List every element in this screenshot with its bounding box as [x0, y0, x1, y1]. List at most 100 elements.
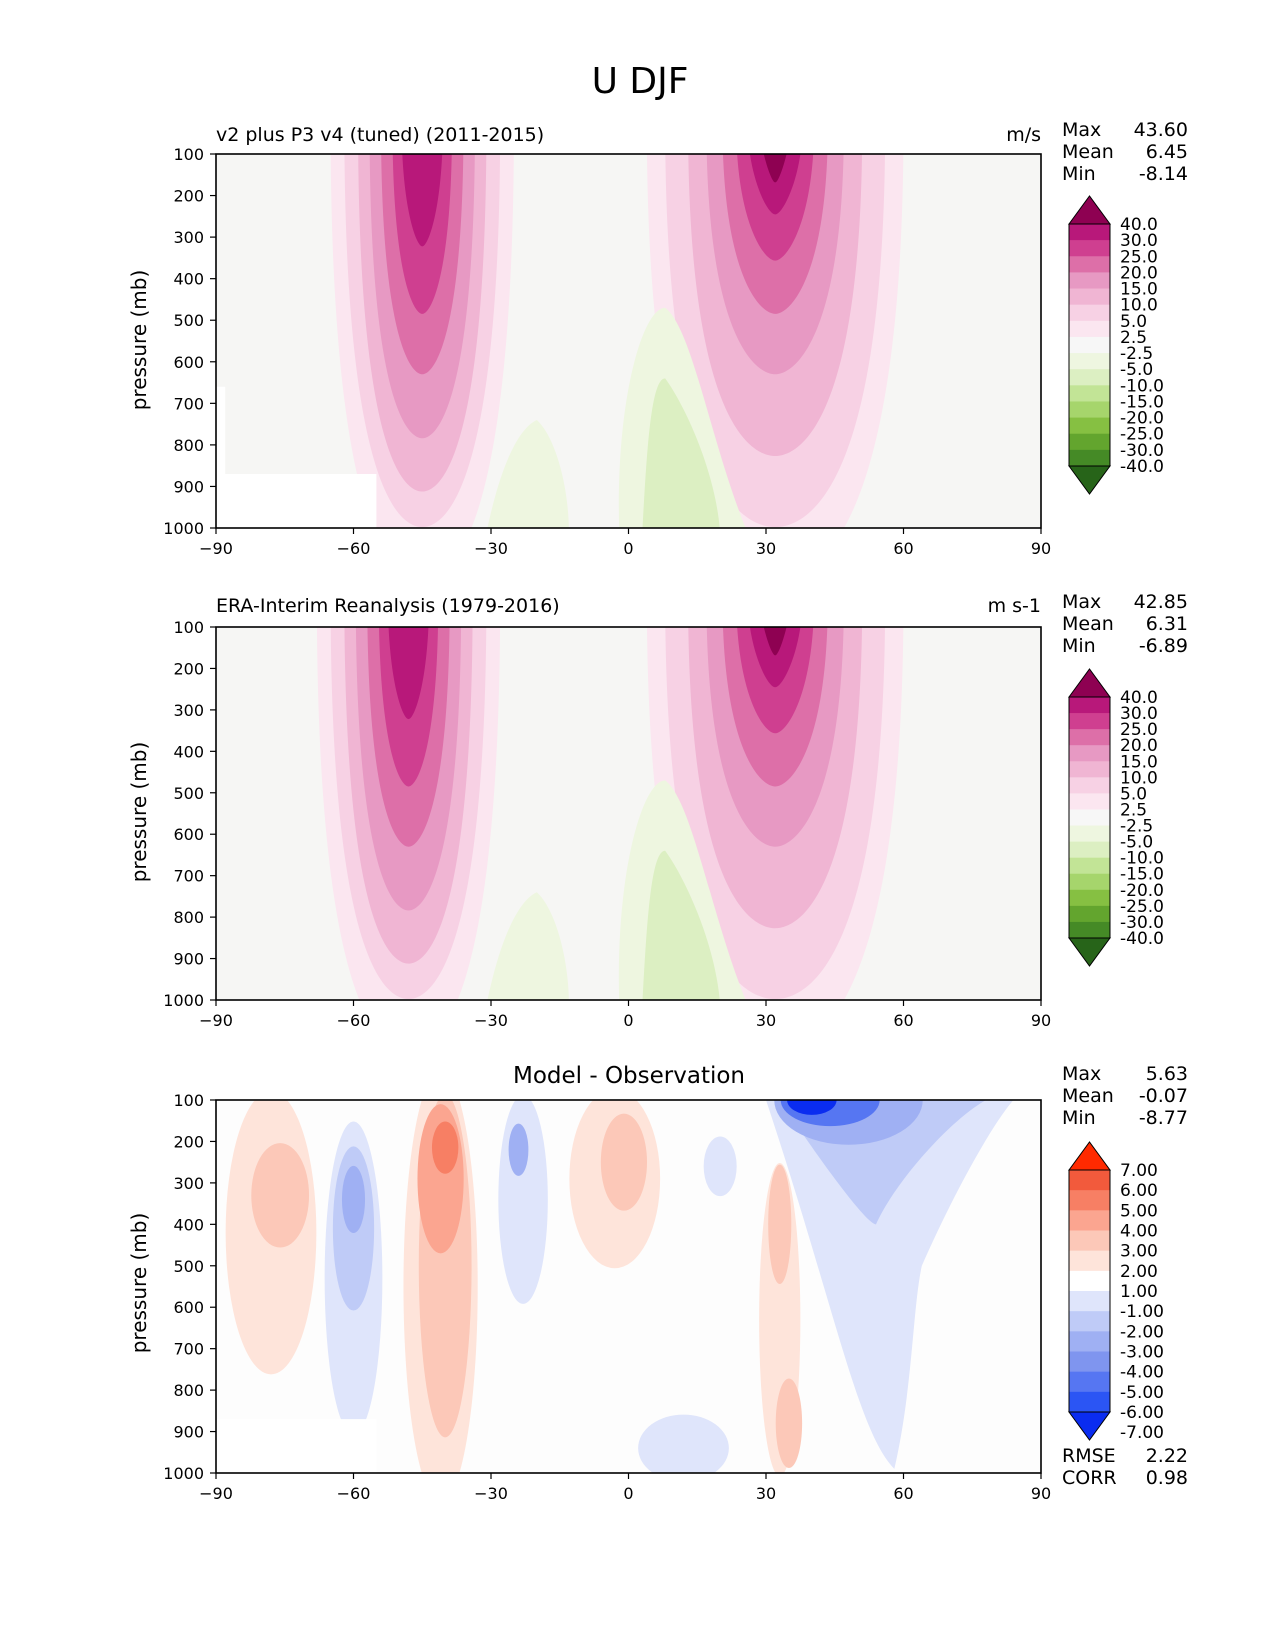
colorbar-max-extension — [1068, 668, 1111, 698]
y-tick-label: 100 — [173, 1091, 204, 1110]
y-tick-label: 100 — [173, 145, 204, 164]
y-tick-label: 600 — [173, 353, 204, 372]
stat-label: Max — [1062, 1063, 1101, 1085]
y-tick-label: 800 — [173, 1381, 204, 1400]
colorbar-segment — [1069, 304, 1110, 322]
y-tick-label: 300 — [173, 701, 204, 720]
colorbar-segment — [1069, 1351, 1110, 1373]
colorbar-segment — [1069, 1170, 1110, 1191]
colorbar-segment — [1069, 841, 1110, 859]
colorbar-segment — [1069, 921, 1110, 939]
stat-value: 6.31 — [1146, 613, 1188, 635]
colorbar-label: -5.0 — [1120, 360, 1153, 380]
stat-value: 5.63 — [1146, 1063, 1188, 1085]
colorbar-label: 2.5 — [1120, 328, 1147, 348]
stat-value: -6.89 — [1139, 635, 1188, 657]
x-tick-label: 0 — [623, 1011, 633, 1030]
observation-panel-ylabel: pressure (mb) — [127, 742, 151, 883]
x-tick-label: 60 — [893, 539, 913, 558]
colorbar-label: -5.00 — [1120, 1383, 1164, 1403]
observation-colorbar: 40.030.025.020.015.010.05.02.5-2.5-5.0-1… — [1068, 668, 1164, 967]
stat-value: 43.60 — [1134, 119, 1188, 141]
colorbar-label: 10.0 — [1120, 768, 1158, 788]
colorbar-segment — [1069, 272, 1110, 290]
colorbar-label: -4.00 — [1120, 1363, 1164, 1383]
colorbar-segment — [1069, 240, 1110, 257]
x-tick-label: −30 — [474, 539, 508, 558]
colorbar-label: -7.00 — [1120, 1423, 1164, 1443]
y-tick-label: 200 — [173, 1132, 204, 1151]
x-tick-label: −90 — [199, 1484, 233, 1503]
colorbar-label: 25.0 — [1120, 247, 1158, 267]
x-tick-label: 30 — [756, 1484, 776, 1503]
colorbar-segment — [1069, 1190, 1110, 1211]
y-tick-label: 500 — [173, 311, 204, 330]
y-tick-label: 200 — [173, 659, 204, 678]
colorbar-label: -40.0 — [1120, 457, 1164, 477]
colorbar-segment — [1069, 889, 1110, 907]
y-tick-label: 400 — [173, 270, 204, 289]
y-tick-label: 300 — [173, 228, 204, 247]
colorbar-label: 2.5 — [1120, 800, 1147, 820]
colorbar-label: -30.0 — [1120, 441, 1164, 461]
x-tick-label: −30 — [474, 1011, 508, 1030]
colorbar-segment — [1069, 369, 1110, 386]
colorbar-label: -5.0 — [1120, 833, 1153, 853]
colorbar-label: -6.00 — [1120, 1403, 1164, 1423]
y-tick-label: 700 — [173, 1340, 204, 1359]
colorbar-label: 5.0 — [1120, 312, 1147, 332]
colorbar-min-extension — [1068, 1411, 1111, 1441]
observation-panel: ERA-Interim Reanalysis (1979-2016) m s-1… — [127, 591, 1188, 1030]
stat-label: Mean — [1062, 613, 1114, 635]
difference-panel: Model - Observation pressure (mb) 100 200… — [127, 1063, 1188, 1503]
colorbar-segment — [1069, 1250, 1110, 1272]
difference-colorbar: 7.006.005.004.003.002.001.00-1.00-2.00-3… — [1068, 1141, 1164, 1443]
metric-label: CORR — [1062, 1467, 1117, 1489]
colorbar-label: -3.00 — [1120, 1343, 1164, 1363]
colorbar-segment — [1069, 713, 1110, 730]
observation-panel-title: ERA-Interim Reanalysis (1979-2016) — [216, 595, 560, 617]
colorbar-segment — [1069, 1331, 1110, 1352]
y-tick-label: 400 — [173, 742, 204, 761]
y-tick-label: 200 — [173, 187, 204, 206]
stat-value: -0.07 — [1139, 1085, 1188, 1107]
colorbar-label: -20.0 — [1120, 409, 1164, 429]
metric-value: 2.22 — [1146, 1445, 1188, 1467]
stat-label: Min — [1062, 1107, 1096, 1129]
stat-value: 42.85 — [1134, 591, 1188, 613]
difference-panel-title: Model - Observation — [513, 1063, 745, 1089]
x-tick-label: −90 — [199, 539, 233, 558]
colorbar-label: -25.0 — [1120, 425, 1164, 445]
model-contour-plot — [215, 153, 1042, 529]
model-panel-title: v2 plus P3 v4 (tuned) (2011-2015) — [216, 124, 544, 146]
colorbar-label: 6.00 — [1120, 1181, 1158, 1201]
colorbar-segment — [1069, 857, 1110, 875]
colorbar-segment — [1069, 336, 1110, 354]
colorbar-segment — [1069, 449, 1110, 467]
colorbar-segment — [1069, 1210, 1110, 1231]
colorbar-segment — [1069, 1371, 1110, 1393]
y-tick-label: 400 — [173, 1215, 204, 1234]
colorbar-label: -30.0 — [1120, 913, 1164, 933]
colorbar-segment — [1069, 729, 1110, 746]
y-tick-label: 800 — [173, 908, 204, 927]
colorbar-min-extension — [1068, 937, 1111, 967]
colorbar-min-extension — [1068, 465, 1111, 495]
colorbar-segment — [1069, 697, 1110, 714]
colorbar-label: 30.0 — [1120, 231, 1158, 251]
colorbar-segment — [1069, 905, 1110, 923]
colorbar-label: -40.0 — [1120, 929, 1164, 949]
colorbar-label: 40.0 — [1120, 215, 1158, 235]
colorbar-label: 5.00 — [1120, 1201, 1158, 1221]
difference-metrics: RMSE 2.22 CORR 0.98 — [1062, 1445, 1188, 1489]
y-tick-label: 900 — [173, 1423, 204, 1442]
colorbar-label: 40.0 — [1120, 688, 1158, 708]
x-tick-label: 30 — [756, 539, 776, 558]
model-panel: v2 plus P3 v4 (tuned) (2011-2015) m/s pr… — [127, 119, 1188, 558]
colorbar-segment — [1069, 1270, 1110, 1292]
colorbar-segment — [1069, 793, 1110, 810]
colorbar-max-extension — [1068, 195, 1111, 225]
colorbar-segment — [1069, 288, 1110, 306]
colorbar-label: -10.0 — [1120, 376, 1164, 396]
colorbar-label: 10.0 — [1120, 296, 1158, 316]
